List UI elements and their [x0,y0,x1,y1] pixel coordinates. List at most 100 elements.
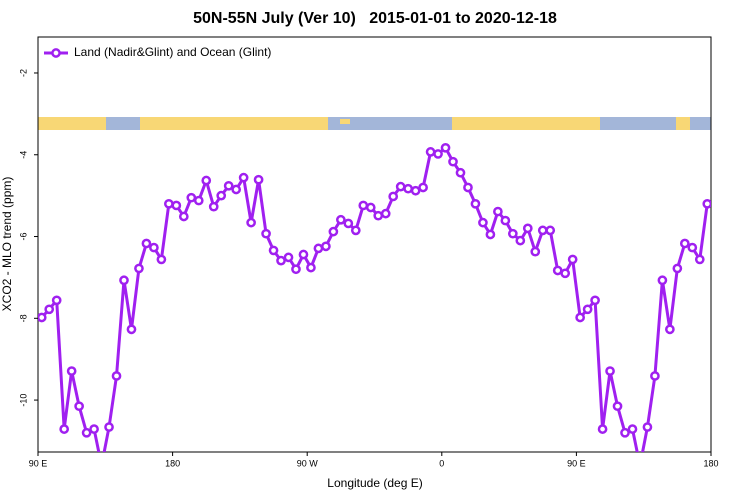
data-point [418,182,428,193]
data-point [298,249,309,260]
data-point [231,184,242,195]
data-point [291,264,301,275]
data-point [410,185,421,196]
data-point [216,190,227,201]
plot-frame [37,36,712,453]
data-point [238,172,249,183]
chart-title: 50N-55N July (Ver 10) 2015-01-01 to 2020… [193,10,557,27]
data-point [223,180,234,191]
data-point [306,262,316,273]
x-tick-label: 180 [703,458,718,468]
series-line [40,145,709,452]
data-point [650,371,660,381]
data-point [500,215,511,226]
data-point [365,202,376,213]
data-point [702,198,711,209]
data-point [126,324,137,335]
data-point [66,366,77,376]
data-point [104,422,114,432]
data-point [395,181,406,192]
data-point [537,225,548,236]
data-point [687,242,698,253]
data-point [560,268,571,279]
data-point [276,255,286,266]
data-point [246,217,256,228]
x-axis-label: Longitude (deg E) [327,476,422,490]
data-point [358,200,369,211]
data-point [567,254,578,265]
data-point [515,235,526,246]
y-axis-label: XCO2 - MLO trend (ppm) [0,177,14,312]
data-point [81,427,92,438]
data-point [38,312,47,323]
x-tick-label: 180 [165,458,180,468]
data-point [433,149,443,159]
data-point [171,200,182,211]
data-point [448,156,458,167]
data-point [636,462,643,469]
data-point [485,229,496,240]
legend-marker [51,48,61,58]
data-point [253,174,264,185]
data-point [455,167,466,178]
data-point [545,225,556,236]
data-point [463,182,473,193]
data-point [98,462,105,469]
data-point [111,371,122,381]
y-tick-label: -2 [18,69,28,77]
data-point [268,245,279,256]
data-point [283,252,294,263]
data-point [478,217,488,228]
data-point [208,201,219,212]
data-point [582,304,593,315]
data-point [186,192,197,203]
data-point [321,241,331,252]
data-point [74,401,84,412]
plot-area [38,142,711,469]
data-point [149,242,159,253]
data-point [672,263,683,274]
data-point [328,226,339,237]
data-point [597,424,608,434]
x-tick-label: 0 [439,458,444,468]
data-point [261,228,271,239]
y-tick-label: -4 [18,151,28,159]
data-point [470,198,481,209]
data-point [612,401,623,412]
data-point [164,198,174,209]
data-point [679,238,690,249]
data-point [51,295,62,306]
data-point [201,175,212,186]
x-tick-label: 90 E [29,458,48,468]
data-point [403,183,413,194]
data-point [336,214,346,225]
data-point [590,295,600,306]
data-point [89,424,99,434]
data-point [119,275,129,286]
data-point [425,147,436,157]
legend-label: Land (Nadir&Glint) and Ocean (Glint) [74,45,271,59]
data-point [44,304,55,315]
data-point [575,312,585,323]
data-point [530,246,541,257]
data-point [156,254,167,265]
land-ocean-band [38,117,711,130]
data-point [694,254,705,265]
data-point [507,228,518,239]
data-point [343,218,354,229]
data-point [141,238,152,249]
data-point [522,223,533,234]
y-tick-label: -8 [18,314,28,322]
data-point [134,263,144,274]
data-point [193,195,204,206]
data-point [350,225,361,236]
data-point [388,191,399,202]
data-point [178,211,189,222]
x-tick-label: 90 E [567,458,586,468]
y-tick-label: -6 [18,233,28,241]
data-point [605,366,615,376]
data-point [642,422,653,432]
data-point [440,142,451,153]
data-point [493,206,503,217]
